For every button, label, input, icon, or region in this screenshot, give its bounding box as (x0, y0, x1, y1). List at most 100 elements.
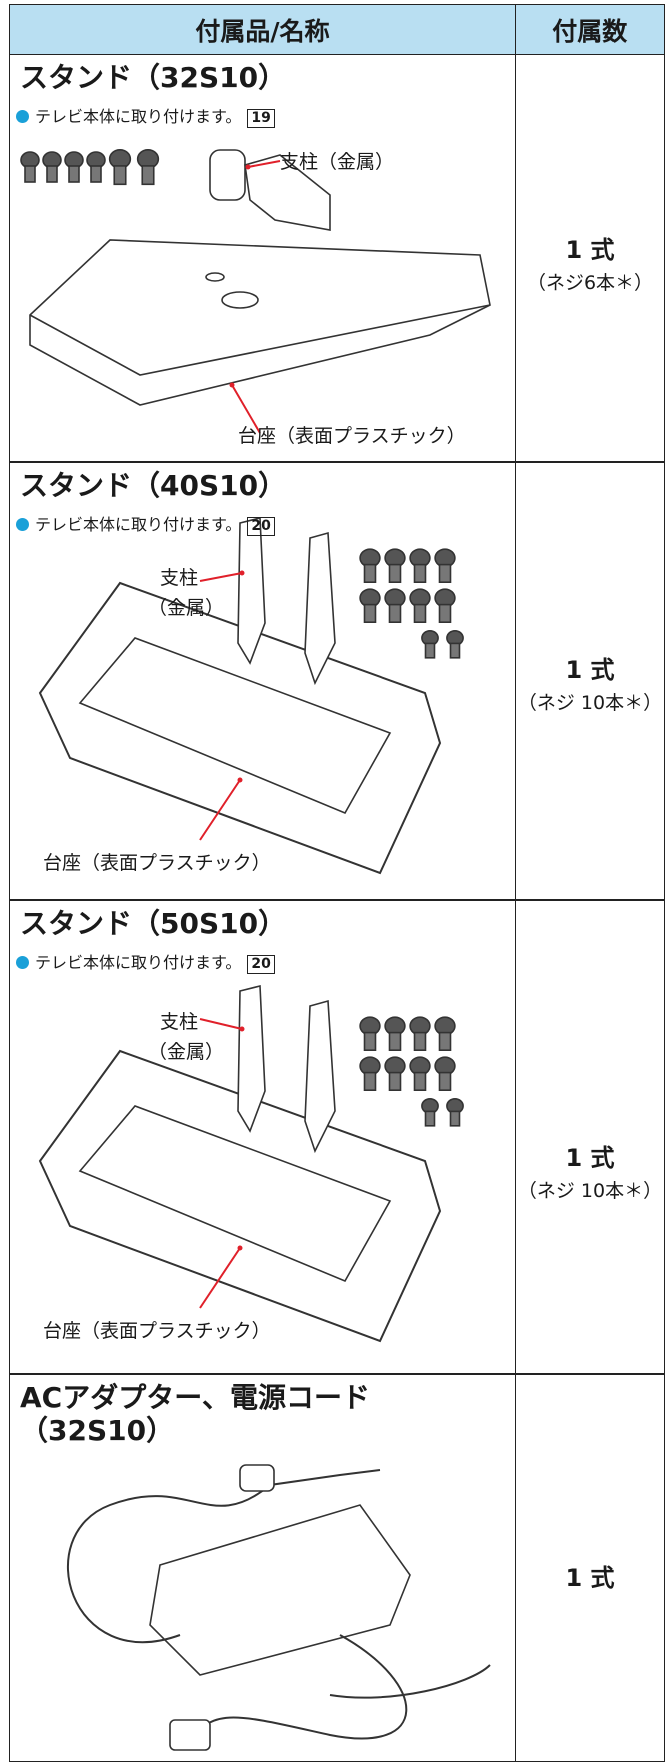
drawing (29, 304, 491, 376)
drawing (205, 272, 225, 282)
page-ref: 20 (247, 517, 275, 536)
bullet (16, 518, 29, 531)
note-text: テレビ本体に取り付けます。 (35, 515, 242, 534)
drawing (244, 154, 331, 231)
label: 台座（表面プラスチック） (43, 852, 271, 874)
drawing (189, 1634, 491, 1746)
drawing (78, 637, 392, 815)
label: 台座（表面プラスチック） (43, 1320, 271, 1342)
drawing (113, 165, 127, 186)
note: テレビ本体に取り付けます。 20 (16, 949, 275, 974)
leader-line (199, 1018, 243, 1030)
drawing (46, 165, 58, 183)
note: テレビ本体に取り付けます。 20 (16, 511, 275, 536)
drawing (239, 1464, 275, 1492)
drawing (413, 603, 427, 624)
leader-line (199, 572, 243, 582)
item-cell: スタンド（32S10） テレビ本体に取り付けます。 19 支柱（金属） 台座（表面プラス… (9, 54, 516, 462)
leader-dot (245, 164, 251, 170)
drawing (24, 165, 36, 183)
drawing (66, 1469, 381, 1643)
label: 支柱 (160, 1011, 199, 1033)
drawing (90, 165, 102, 183)
leader-dot (229, 382, 235, 388)
drawing (424, 642, 436, 659)
drawing (363, 563, 377, 583)
drawing (149, 1504, 411, 1676)
label: （金属） (148, 597, 225, 619)
drawing (413, 563, 427, 583)
page-ref: 20 (247, 955, 275, 974)
drawing (438, 563, 452, 583)
illustration (20, 149, 491, 434)
item-name: スタンド（40S10） (20, 469, 287, 502)
drawing (438, 1031, 452, 1052)
leader-dot (237, 777, 243, 783)
drawing (438, 603, 452, 624)
illustration (66, 1464, 491, 1751)
drawing (413, 1071, 427, 1092)
count-note: （ネジ6本＊） (526, 272, 654, 294)
header-cell: 付属品/名称 (9, 4, 516, 55)
drawing (141, 165, 155, 186)
leader-line (247, 160, 281, 168)
label: 支柱 (160, 567, 199, 589)
count: 1 式 (565, 1564, 615, 1592)
bullet (16, 110, 29, 123)
drawing (237, 984, 266, 1133)
drawing (363, 1031, 377, 1052)
drawing (449, 1110, 461, 1127)
leader-dot (237, 1245, 243, 1251)
drawing (68, 165, 80, 183)
count-cell: 1 式 （ネジ6本＊） (514, 54, 665, 462)
label: 支柱（金属） (280, 151, 395, 173)
header-cell: 付属数 (514, 4, 665, 55)
drawing (438, 1071, 452, 1092)
item-name: スタンド（50S10） (20, 907, 287, 940)
leader-line (231, 384, 261, 434)
note-text: テレビ本体に取り付けます。 (35, 107, 242, 126)
count-note: （ネジ 10本＊） (517, 692, 663, 714)
leader-line (199, 1247, 241, 1309)
leader-dot (239, 1026, 245, 1032)
drawing (388, 1031, 402, 1052)
leader-line (199, 779, 241, 841)
count-note: （ネジ 10本＊） (517, 1180, 663, 1202)
leader-dot (239, 570, 245, 576)
drawing (78, 1105, 392, 1283)
drawing (221, 291, 259, 309)
item-cell: スタンド（50S10） テレビ本体に取り付けます。 20 支柱 （金属） 台座（表面プラス… (9, 900, 516, 1374)
count: 1 式 (565, 656, 615, 684)
drawing (304, 531, 336, 686)
page-ref: 19 (247, 109, 275, 128)
drawing (237, 516, 266, 665)
drawing (413, 1031, 427, 1052)
drawing (209, 149, 246, 201)
drawing (388, 603, 402, 624)
item-name: ACアダプター、電源コード (20, 1381, 370, 1414)
count-cell: 1 式 (514, 1374, 665, 1762)
drawing (388, 1071, 402, 1092)
drawing (169, 1719, 211, 1751)
illustration (38, 984, 464, 1343)
drawing (388, 563, 402, 583)
drawing (304, 999, 336, 1154)
count: 1 式 (565, 1144, 615, 1172)
drawing (363, 1071, 377, 1092)
count-cell: 1 式 （ネジ 10本＊） (514, 900, 665, 1374)
item-cell: ACアダプター、電源コード （32S10） (9, 1374, 516, 1762)
bullet (16, 956, 29, 969)
item-cell: スタンド（40S10） テレビ本体に取り付けます。 20 支柱 （金属） 台座（表面プラス… (9, 462, 516, 900)
label: （金属） (148, 1041, 225, 1063)
note-text: テレビ本体に取り付けます。 (35, 953, 242, 972)
drawing (449, 642, 461, 659)
item-name: （32S10） (20, 1414, 175, 1447)
drawing (424, 1110, 436, 1127)
drawing (363, 603, 377, 624)
label: 台座（表面プラスチック） (238, 425, 466, 447)
note: テレビ本体に取り付けます。 19 (16, 103, 275, 128)
illustration (38, 516, 464, 875)
count-cell: 1 式 （ネジ 10本＊） (514, 462, 665, 900)
item-name: スタンド（32S10） (20, 61, 287, 94)
